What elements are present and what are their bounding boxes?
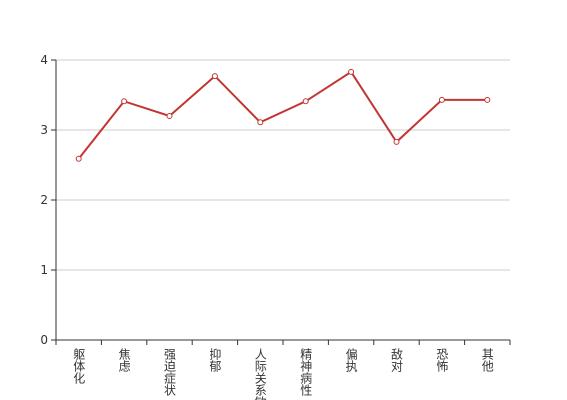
- x-tick-label: 恐怖: [435, 348, 449, 372]
- x-tick-label: 躯体化: [72, 347, 86, 385]
- x-tick-label: 抑郁: [208, 347, 222, 373]
- line: [77, 70, 488, 160]
- x-tick-label: 焦虑: [117, 348, 131, 372]
- x-tick-label: 人际关系敏感: [253, 348, 267, 400]
- point: [211, 73, 218, 80]
- point: [166, 113, 173, 119]
- point: [121, 98, 128, 105]
- y-tick-label: 1: [40, 263, 48, 277]
- point: [75, 155, 82, 162]
- y-tick-label: 0: [40, 333, 48, 347]
- point: [484, 96, 491, 103]
- x-tick-label: 精神病性: [299, 348, 313, 397]
- y-tick-label: 4: [40, 53, 48, 67]
- x-tick-label: 其他: [480, 348, 494, 372]
- x-tick-label: 敌对: [390, 347, 404, 372]
- point: [348, 68, 355, 75]
- point: [302, 98, 309, 105]
- y-tick-label: 3: [40, 123, 48, 137]
- point: [438, 96, 445, 103]
- y-tick-label: 2: [40, 193, 48, 207]
- point: [257, 119, 264, 126]
- point: [393, 138, 400, 145]
- x-tick-label: 偏执: [344, 347, 358, 373]
- x-tick-label: 强迫症状: [163, 348, 177, 396]
